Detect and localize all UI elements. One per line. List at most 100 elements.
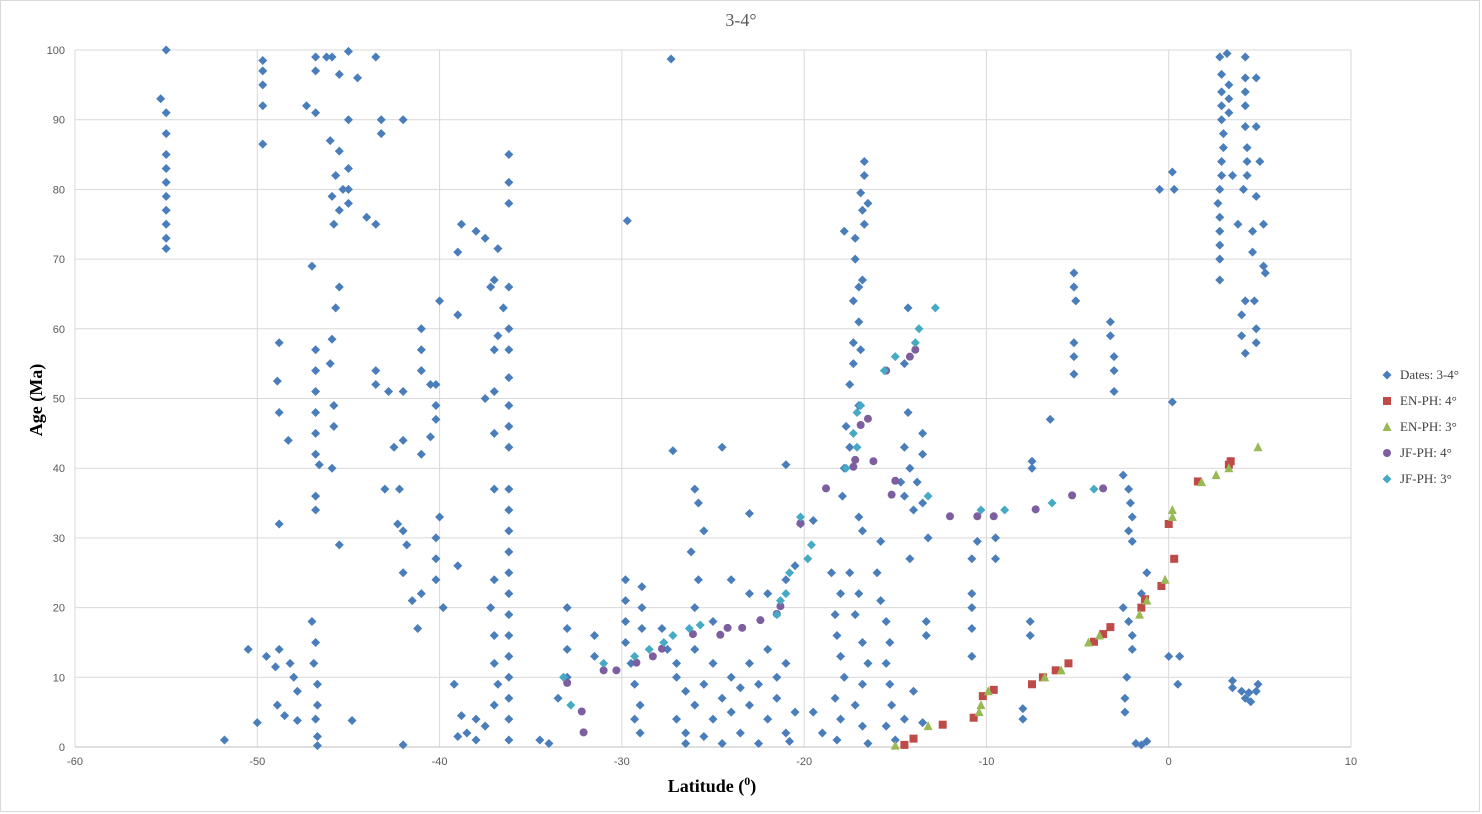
data-point: [914, 324, 924, 334]
x-tick-label: -30: [614, 756, 630, 768]
data-point: [630, 714, 640, 724]
data-point: [504, 568, 514, 578]
data-point: [772, 610, 782, 620]
data-point: [1164, 651, 1174, 661]
data-point: [1157, 581, 1166, 590]
data-point: [976, 700, 986, 710]
data-point: [781, 658, 791, 668]
data-point: [1244, 688, 1254, 698]
data-point: [918, 449, 928, 459]
x-axis-title-sup: 0: [744, 774, 750, 788]
data-point: [1109, 352, 1119, 362]
data-point: [1018, 714, 1028, 724]
data-point: [726, 707, 736, 717]
data-point: [1248, 247, 1258, 257]
data-point: [334, 540, 344, 550]
data-point: [1025, 630, 1035, 640]
data-point: [376, 129, 386, 139]
y-tick-label: 40: [53, 463, 65, 475]
data-point: [343, 184, 353, 194]
data-point: [453, 310, 463, 320]
data-point: [1141, 595, 1150, 604]
data-point: [1068, 491, 1077, 500]
data-point: [398, 526, 408, 536]
data-point: [967, 651, 977, 661]
data-point: [1084, 637, 1094, 647]
y-tick-label: 0: [59, 742, 65, 754]
data-point: [504, 610, 514, 620]
data-point: [1120, 707, 1130, 717]
data-point: [854, 317, 864, 327]
data-point: [371, 366, 381, 376]
data-point: [1224, 108, 1234, 118]
data-point: [1127, 512, 1137, 522]
data-point: [1215, 240, 1225, 250]
data-point: [648, 652, 657, 661]
data-point: [890, 352, 900, 362]
data-point: [688, 630, 697, 639]
data-point: [311, 52, 321, 62]
data-point: [903, 407, 913, 417]
data-point: [577, 707, 586, 716]
data-point: [449, 679, 459, 689]
data-point: [1217, 170, 1227, 180]
data-point: [863, 198, 873, 208]
data-point: [1215, 275, 1225, 285]
series-en_ph_3: [890, 442, 1263, 750]
legend-marker: [1383, 397, 1391, 405]
data-point: [334, 205, 344, 215]
x-tick-label: -60: [67, 756, 83, 768]
data-point: [857, 526, 867, 536]
data-point: [1099, 484, 1108, 493]
data-point: [398, 568, 408, 578]
data-point: [258, 101, 268, 111]
data-point: [1109, 387, 1119, 397]
data-point: [851, 455, 860, 464]
data-point: [307, 617, 317, 627]
data-point: [489, 275, 499, 285]
data-point: [309, 658, 319, 668]
data-point: [504, 547, 514, 557]
data-point: [416, 324, 426, 334]
data-point: [735, 683, 745, 693]
data-point: [1213, 198, 1223, 208]
data-point: [1226, 457, 1235, 466]
data-point: [1240, 348, 1250, 358]
data-point: [579, 728, 588, 737]
y-tick-label: 90: [53, 115, 65, 127]
data-point: [923, 491, 933, 501]
data-point: [808, 707, 818, 717]
data-point: [681, 728, 691, 738]
data-point: [921, 617, 931, 627]
data-point: [398, 115, 408, 125]
data-point: [504, 672, 514, 682]
data-point: [394, 484, 404, 494]
data-point: [776, 602, 785, 611]
data-point: [312, 741, 322, 751]
data-point: [258, 66, 268, 76]
data-point: [945, 512, 954, 521]
data-point: [839, 226, 849, 236]
data-point: [899, 442, 909, 452]
data-point: [1211, 470, 1221, 480]
data-point: [271, 662, 281, 672]
data-point: [806, 540, 816, 550]
data-point: [781, 728, 791, 738]
x-tick-label: 10: [1345, 756, 1357, 768]
data-point: [899, 359, 909, 369]
data-point: [307, 261, 317, 271]
x-tick-label: -20: [796, 756, 812, 768]
y-tick-label: 50: [53, 394, 65, 406]
data-point: [1127, 644, 1137, 654]
data-point: [686, 547, 696, 557]
data-point: [830, 610, 840, 620]
data-point: [930, 303, 940, 313]
data-point: [343, 115, 353, 125]
data-point: [325, 136, 335, 146]
data-point: [504, 630, 514, 640]
data-point: [1217, 87, 1227, 97]
series-jf_ph_3: [559, 303, 1099, 710]
data-point: [852, 407, 862, 417]
data-point: [331, 303, 341, 313]
data-point: [425, 432, 435, 442]
